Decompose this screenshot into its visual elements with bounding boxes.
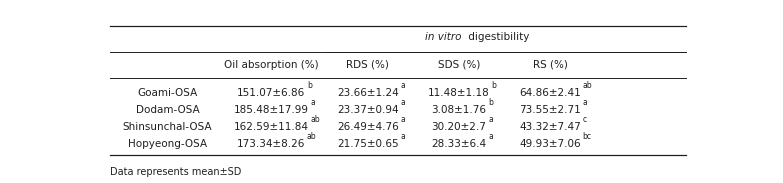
Text: Data represents mean±SD: Data represents mean±SD — [110, 167, 241, 177]
Text: Hopyeong-OSA: Hopyeong-OSA — [128, 139, 207, 149]
Text: a: a — [488, 115, 493, 124]
Text: Dodam-OSA: Dodam-OSA — [135, 105, 200, 115]
Text: 26.49±4.76: 26.49±4.76 — [337, 122, 399, 132]
Text: 49.93±7.06: 49.93±7.06 — [519, 139, 581, 149]
Text: a: a — [489, 132, 493, 141]
Text: 162.59±11.84: 162.59±11.84 — [233, 122, 309, 132]
Text: SDS (%): SDS (%) — [438, 60, 480, 70]
Text: 151.07±6.86: 151.07±6.86 — [236, 88, 305, 98]
Text: b: b — [492, 81, 496, 90]
Text: 73.55±2.71: 73.55±2.71 — [519, 105, 581, 115]
Text: bc: bc — [583, 132, 592, 141]
Text: a: a — [310, 98, 315, 107]
Text: 30.20±2.7: 30.20±2.7 — [431, 122, 486, 132]
Text: a: a — [401, 98, 406, 107]
Text: a: a — [401, 132, 406, 141]
Text: Oil absorption (%): Oil absorption (%) — [223, 60, 318, 70]
Text: 11.48±1.18: 11.48±1.18 — [428, 88, 490, 98]
Text: RDS (%): RDS (%) — [346, 60, 389, 70]
Text: 64.86±2.41: 64.86±2.41 — [519, 88, 581, 98]
Text: 173.34±8.26: 173.34±8.26 — [236, 139, 305, 149]
Text: c: c — [583, 115, 586, 124]
Text: 185.48±17.99: 185.48±17.99 — [233, 105, 309, 115]
Text: b: b — [307, 81, 312, 90]
Text: ab: ab — [583, 81, 592, 90]
Text: 28.33±6.4: 28.33±6.4 — [431, 139, 486, 149]
Text: a: a — [401, 81, 406, 90]
Text: digestibility: digestibility — [465, 32, 529, 42]
Text: RS (%): RS (%) — [532, 60, 568, 70]
Text: ab: ab — [307, 132, 316, 141]
Text: Shinsunchal-OSA: Shinsunchal-OSA — [123, 122, 212, 132]
Text: 43.32±7.47: 43.32±7.47 — [519, 122, 581, 132]
Text: 3.08±1.76: 3.08±1.76 — [431, 105, 486, 115]
Text: ab: ab — [310, 115, 319, 124]
Text: 21.75±0.65: 21.75±0.65 — [337, 139, 399, 149]
Text: a: a — [401, 115, 406, 124]
Text: b: b — [489, 98, 493, 107]
Text: in vitro: in vitro — [425, 32, 462, 42]
Text: 23.66±1.24: 23.66±1.24 — [337, 88, 399, 98]
Text: a: a — [583, 98, 587, 107]
Text: Goami-OSA: Goami-OSA — [138, 88, 198, 98]
Text: 23.37±0.94: 23.37±0.94 — [337, 105, 399, 115]
